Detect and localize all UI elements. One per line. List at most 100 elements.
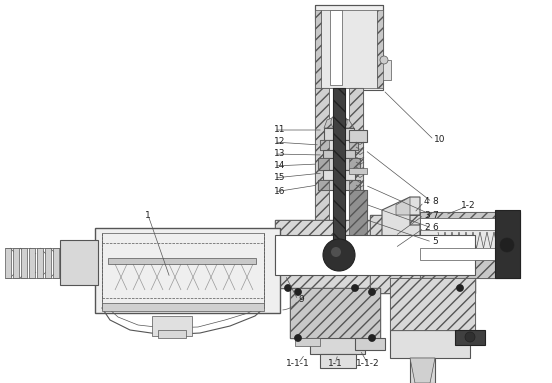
Polygon shape bbox=[377, 10, 383, 88]
Text: 10: 10 bbox=[434, 136, 445, 144]
Text: 16: 16 bbox=[274, 188, 285, 196]
Text: 4: 4 bbox=[424, 198, 429, 206]
Bar bbox=[29, 248, 35, 278]
Bar bbox=[95, 228, 280, 313]
Bar bbox=[318, 158, 360, 170]
Bar bbox=[37, 248, 43, 278]
Polygon shape bbox=[420, 212, 520, 218]
Text: 14: 14 bbox=[274, 162, 285, 170]
Bar bbox=[377, 60, 391, 80]
Bar bbox=[108, 258, 256, 264]
Circle shape bbox=[295, 334, 301, 342]
Bar bbox=[420, 218, 520, 230]
Circle shape bbox=[295, 288, 301, 296]
Bar bbox=[333, 88, 345, 263]
Polygon shape bbox=[390, 278, 475, 330]
Bar bbox=[323, 150, 355, 158]
Bar bbox=[290, 288, 380, 338]
Text: 1-2: 1-2 bbox=[461, 201, 475, 211]
Circle shape bbox=[331, 114, 347, 130]
Polygon shape bbox=[349, 190, 367, 240]
Circle shape bbox=[380, 56, 388, 64]
Bar bbox=[275, 238, 305, 270]
Text: 11: 11 bbox=[274, 126, 285, 134]
Bar bbox=[355, 338, 385, 350]
Polygon shape bbox=[370, 215, 475, 293]
Bar bbox=[410, 358, 435, 383]
Bar bbox=[102, 233, 264, 308]
Circle shape bbox=[323, 239, 355, 271]
Bar bbox=[420, 248, 520, 260]
Polygon shape bbox=[318, 158, 329, 170]
Circle shape bbox=[457, 285, 464, 291]
Bar bbox=[420, 212, 520, 278]
Polygon shape bbox=[320, 140, 329, 150]
Text: 13: 13 bbox=[274, 149, 285, 159]
Circle shape bbox=[500, 238, 514, 252]
Polygon shape bbox=[349, 180, 360, 190]
Bar bbox=[349, 88, 363, 253]
Bar bbox=[21, 248, 27, 278]
Text: 12: 12 bbox=[274, 137, 285, 147]
Bar bbox=[321, 10, 377, 88]
Bar bbox=[315, 5, 383, 90]
Text: 15: 15 bbox=[274, 173, 285, 183]
Polygon shape bbox=[315, 88, 329, 253]
Text: 8: 8 bbox=[432, 198, 438, 206]
Polygon shape bbox=[349, 158, 360, 170]
Bar bbox=[45, 248, 51, 278]
Circle shape bbox=[331, 247, 341, 257]
Circle shape bbox=[369, 334, 375, 342]
Bar bbox=[330, 10, 342, 85]
Polygon shape bbox=[318, 180, 329, 190]
Bar bbox=[320, 354, 356, 368]
Polygon shape bbox=[420, 260, 520, 278]
Polygon shape bbox=[396, 197, 410, 215]
Text: 2: 2 bbox=[424, 224, 429, 232]
Bar bbox=[390, 330, 470, 358]
Bar bbox=[318, 180, 360, 190]
Bar bbox=[275, 220, 370, 288]
Polygon shape bbox=[333, 88, 345, 263]
Bar bbox=[349, 190, 367, 240]
Text: 1-1-2: 1-1-2 bbox=[356, 360, 380, 368]
Bar bbox=[275, 235, 475, 275]
Bar bbox=[323, 170, 355, 180]
Circle shape bbox=[284, 285, 291, 291]
Text: 7: 7 bbox=[432, 211, 438, 219]
Text: 1: 1 bbox=[145, 211, 151, 219]
Bar bbox=[295, 338, 320, 346]
Text: 9: 9 bbox=[298, 296, 304, 304]
Bar bbox=[370, 215, 475, 293]
Bar bbox=[158, 330, 186, 338]
Circle shape bbox=[352, 285, 358, 291]
Bar bbox=[455, 330, 485, 345]
Bar bbox=[495, 210, 520, 278]
Polygon shape bbox=[275, 220, 370, 288]
Bar bbox=[310, 338, 365, 354]
Polygon shape bbox=[315, 10, 321, 88]
Bar bbox=[5, 248, 11, 278]
Circle shape bbox=[465, 332, 475, 342]
Polygon shape bbox=[349, 140, 358, 150]
Polygon shape bbox=[290, 288, 380, 338]
Polygon shape bbox=[410, 358, 435, 383]
Bar bbox=[102, 303, 264, 311]
Text: 5: 5 bbox=[432, 237, 438, 247]
Bar bbox=[324, 128, 354, 140]
Bar bbox=[349, 168, 367, 174]
Bar bbox=[13, 248, 19, 278]
Polygon shape bbox=[382, 197, 420, 250]
Polygon shape bbox=[324, 117, 354, 128]
Bar bbox=[60, 240, 98, 285]
Bar bbox=[329, 88, 349, 253]
Text: 6: 6 bbox=[432, 224, 438, 232]
Bar bbox=[320, 140, 358, 150]
Text: 1-1-1: 1-1-1 bbox=[286, 360, 310, 368]
Text: 1-1: 1-1 bbox=[328, 360, 342, 368]
Bar bbox=[53, 248, 59, 278]
Circle shape bbox=[369, 288, 375, 296]
Text: 3: 3 bbox=[424, 211, 430, 219]
Polygon shape bbox=[349, 88, 363, 253]
Bar bbox=[315, 88, 329, 253]
